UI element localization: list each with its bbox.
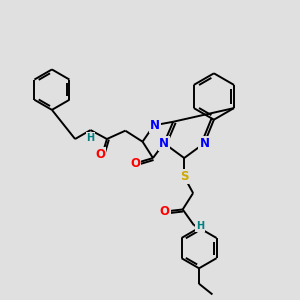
Text: H: H [196,221,204,231]
Text: S: S [180,170,188,183]
Text: O: O [130,157,140,170]
Text: N: N [159,137,169,150]
Text: O: O [160,205,170,218]
Text: O: O [95,148,105,161]
Text: H: H [86,133,94,142]
Text: N: N [200,137,209,150]
Text: N: N [150,119,160,132]
